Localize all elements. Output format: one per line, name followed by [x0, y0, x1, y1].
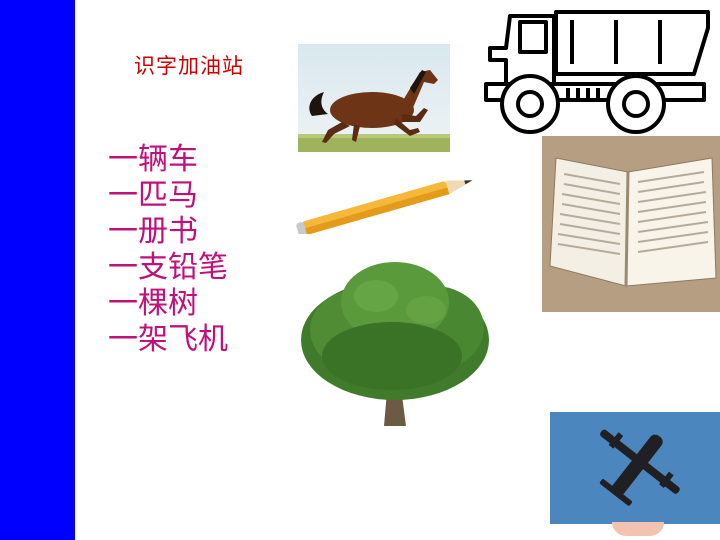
phrase-vehicle: 一辆车 — [108, 142, 198, 177]
phrase-pencil: 一支铅笔 — [108, 250, 228, 285]
airplane-image — [550, 412, 720, 524]
book-image — [542, 136, 720, 312]
pencil-image — [290, 176, 482, 234]
tree-image — [296, 260, 494, 432]
blue-sidebar — [0, 0, 75, 540]
bowl-edge-image — [612, 522, 664, 536]
phrase-horse: 一匹马 — [108, 178, 198, 213]
phrase-airplane: 一架飞机 — [108, 322, 228, 357]
phrase-tree: 一棵树 — [108, 286, 198, 321]
phrase-list: 一辆车 一匹马 一册书 一支铅笔 一棵树 一架飞机 — [108, 142, 228, 358]
truck-image — [476, 4, 712, 136]
slide-title: 识字加油站 — [134, 54, 244, 78]
phrase-book: 一册书 — [108, 214, 198, 249]
horse-image — [298, 44, 450, 152]
